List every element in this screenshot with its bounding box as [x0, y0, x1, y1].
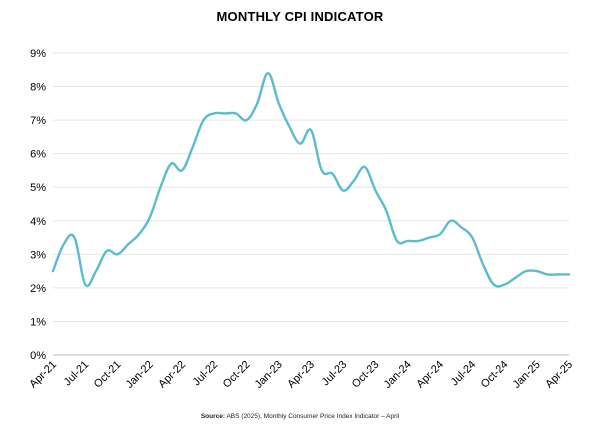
- y-tick-label: 8%: [30, 82, 46, 94]
- x-tick-label: Oct-23: [350, 359, 382, 391]
- x-tick-label: Jan-22: [124, 359, 156, 391]
- x-tick-label: Apr-25: [543, 359, 575, 391]
- y-tick-label: 9%: [30, 48, 46, 60]
- source-label: Source:: [200, 413, 226, 420]
- x-tick-label: Apr-22: [156, 359, 188, 391]
- x-tick-label: Jul-21: [62, 359, 92, 389]
- source-note: Source: ABS (2025), Monthly Consumer Pri…: [0, 413, 600, 420]
- x-tick-label: Apr-23: [285, 359, 317, 391]
- y-axis-ticks: 0% 1% 2% 3% 4% 5% 6% 7% 8% 9%: [30, 48, 46, 362]
- y-tick-label: 0%: [30, 350, 46, 362]
- y-tick-label: 4%: [30, 216, 46, 228]
- x-tick-label: Apr-21: [27, 359, 59, 391]
- x-axis-ticks: Apr-21 Jul-21 Oct-21 Jan-22 Apr-22 Jul-22 Oct-…: [27, 359, 575, 391]
- x-tick-label: Jan-23: [253, 359, 285, 391]
- x-tick-label: Jul-23: [320, 359, 350, 389]
- x-tick-label: Jan-25: [511, 359, 543, 391]
- source-text: ABS (2025), Monthly Consumer Price Index…: [226, 413, 400, 420]
- y-tick-label: 3%: [30, 249, 46, 261]
- x-tick-label: Apr-24: [414, 359, 446, 391]
- y-tick-label: 6%: [30, 149, 46, 161]
- chart-title: MONTHLY CPI INDICATOR: [216, 9, 384, 24]
- x-tick-label: Oct-22: [221, 359, 253, 391]
- x-tick-label: Oct-24: [479, 359, 511, 391]
- x-tick-label: Jul-24: [449, 359, 479, 389]
- y-tick-label: 1%: [30, 316, 46, 328]
- x-tick-label: Oct-21: [92, 359, 124, 391]
- grid-lines: [53, 52, 569, 356]
- y-tick-label: 5%: [30, 182, 46, 194]
- y-tick-label: 2%: [30, 283, 46, 295]
- cpi-series-line: [51, 71, 571, 288]
- x-tick-label: Jul-22: [191, 359, 221, 389]
- x-tick-label: Jan-24: [382, 359, 414, 391]
- y-tick-label: 7%: [30, 115, 46, 127]
